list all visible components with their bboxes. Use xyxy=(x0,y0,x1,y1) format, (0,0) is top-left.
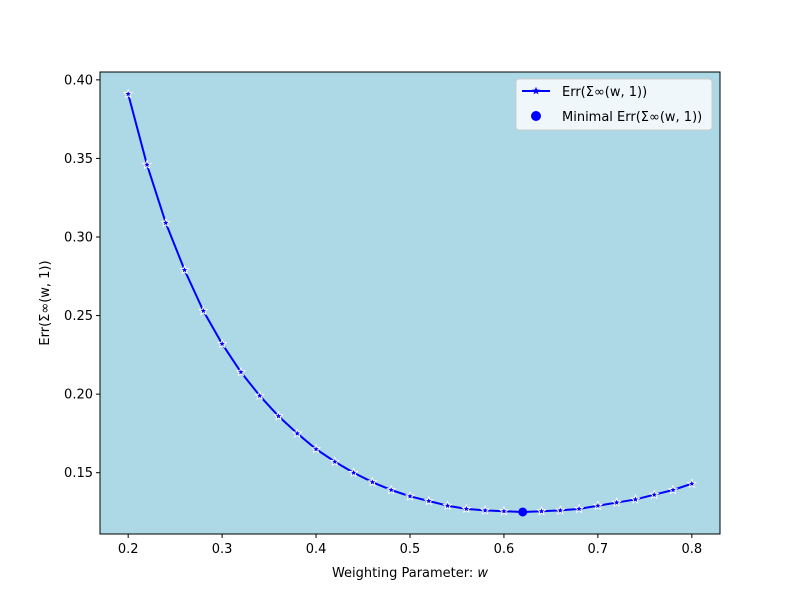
data-point xyxy=(667,484,679,495)
data-point xyxy=(592,500,604,511)
minimum-point-marker xyxy=(518,507,528,517)
plot-area xyxy=(100,72,720,534)
x-tick-label: 0.7 xyxy=(588,542,609,557)
data-point xyxy=(498,505,510,516)
y-tick-label: 0.25 xyxy=(64,309,93,324)
data-point xyxy=(123,88,134,99)
y-tick-label: 0.15 xyxy=(64,466,93,481)
y-axis-label: Err(Σ∞(w, 1)) xyxy=(38,260,53,345)
data-point xyxy=(329,456,341,467)
data-point xyxy=(367,476,378,487)
data-point xyxy=(216,338,228,349)
data-point xyxy=(423,495,434,506)
data-point xyxy=(292,427,303,438)
data-point xyxy=(686,478,697,489)
data-point xyxy=(649,489,660,500)
legend-label-series: Err(Σ∞(w, 1)) xyxy=(562,85,647,100)
x-tick-label: 0.3 xyxy=(212,542,233,557)
data-point xyxy=(273,410,284,421)
data-point xyxy=(310,443,322,454)
data-point xyxy=(160,217,171,228)
data-point xyxy=(404,490,416,501)
data-point xyxy=(630,493,641,504)
x-tick-label: 0.2 xyxy=(118,542,139,557)
legend: Err(Σ∞(w, 1)) Minimal Err(Σ∞(w, 1)) xyxy=(515,78,713,131)
data-point xyxy=(235,366,247,377)
data-point xyxy=(179,264,190,275)
y-tick-label: 0.35 xyxy=(64,152,93,167)
y-tick-label: 0.40 xyxy=(64,73,93,88)
data-point xyxy=(141,159,153,170)
data-point xyxy=(442,500,453,511)
data-point xyxy=(573,503,585,514)
x-tick-label: 0.6 xyxy=(494,542,515,557)
data-point xyxy=(555,504,566,515)
data-point xyxy=(611,497,622,507)
chart-marks xyxy=(123,88,697,517)
y-axis: 0.15 0.20 0.25 0.30 0.35 0.40 xyxy=(64,73,100,481)
legend-dot-marker xyxy=(531,111,541,121)
data-point xyxy=(386,484,397,495)
data-point xyxy=(536,505,547,516)
x-tick-label: 0.8 xyxy=(681,542,702,557)
legend-label-minimum: Minimal Err(Σ∞(w, 1)) xyxy=(562,110,702,125)
legend-box xyxy=(515,78,713,131)
data-point xyxy=(198,305,209,316)
data-point xyxy=(254,390,265,401)
x-axis: 0.2 0.3 0.4 0.5 0.6 0.7 0.8 xyxy=(118,534,702,557)
data-point xyxy=(348,467,359,478)
x-axis-label: Weighting Parameter: w xyxy=(332,566,488,581)
x-tick-label: 0.5 xyxy=(400,542,421,557)
legend-star-marker xyxy=(532,86,540,95)
data-point xyxy=(461,503,472,514)
x-tick-label: 0.4 xyxy=(306,542,327,557)
y-tick-label: 0.30 xyxy=(64,231,93,246)
data-point xyxy=(479,504,491,515)
y-tick-label: 0.20 xyxy=(64,388,93,403)
